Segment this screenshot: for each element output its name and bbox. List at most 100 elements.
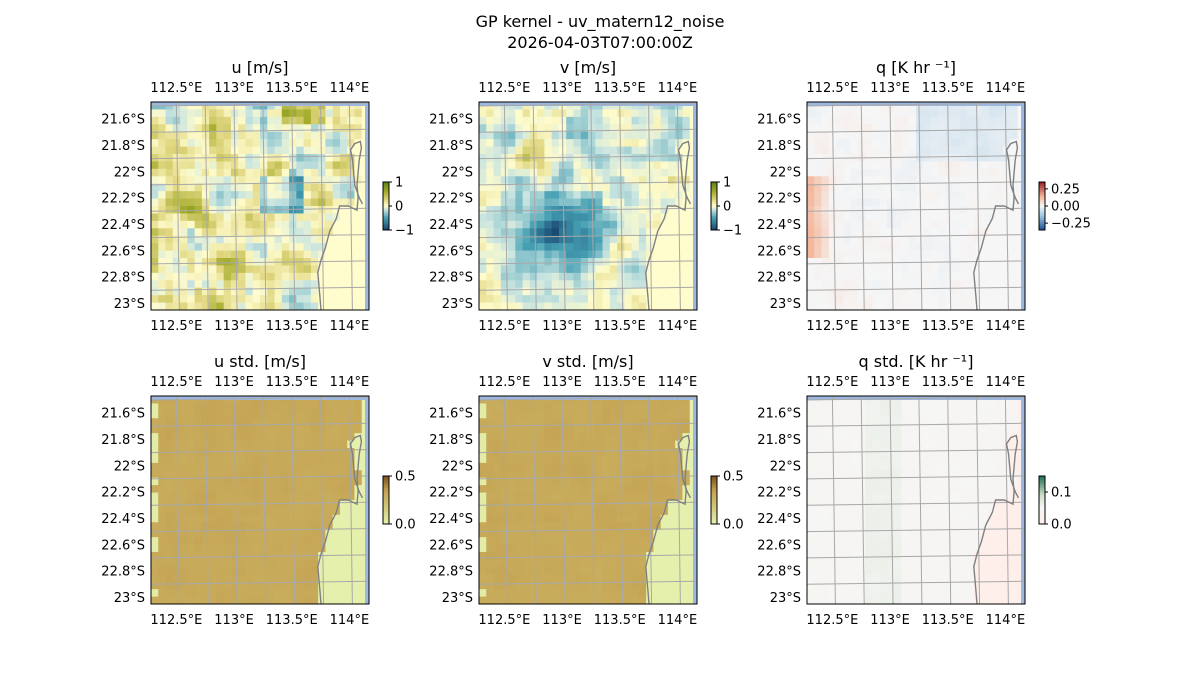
colorbar: 10−1 <box>382 176 414 239</box>
heatmap-cell <box>508 272 516 281</box>
heatmap-cell <box>908 258 917 266</box>
heatmap-cell <box>974 287 982 296</box>
heatmap-cell <box>588 403 596 412</box>
heatmap-cell <box>158 213 166 222</box>
heatmap-cell <box>158 477 166 486</box>
heatmap-cell <box>609 176 618 185</box>
heatmap-cell <box>537 124 545 133</box>
heatmap-cell <box>981 161 990 170</box>
heatmap-cell <box>588 228 596 237</box>
heatmap-cell <box>194 418 203 427</box>
heatmap-cell <box>318 272 326 281</box>
heatmap-cell <box>573 537 582 545</box>
heatmap-cell <box>959 206 968 214</box>
heatmap-cell <box>209 109 217 118</box>
heatmap-cell <box>325 235 334 244</box>
heatmap-cell <box>486 124 494 133</box>
panel-title: u std. [m/s] <box>214 352 306 371</box>
heatmap-cell <box>347 295 355 303</box>
heatmap-cell <box>952 448 960 456</box>
heatmap-cell <box>821 403 830 412</box>
heatmap-cell <box>836 235 844 244</box>
heatmap-cell <box>682 425 691 434</box>
heatmap-cell <box>486 198 494 207</box>
heatmap-cell <box>653 507 662 516</box>
heatmap-cell <box>836 220 844 229</box>
heatmap-cell <box>267 596 275 605</box>
heatmap-cell <box>479 109 487 118</box>
heatmap-cell <box>216 425 225 434</box>
heatmap-cell <box>158 295 166 303</box>
heatmap-cell <box>937 500 946 508</box>
heatmap-cell <box>289 243 297 251</box>
heatmap-cell <box>354 116 363 125</box>
heatmap-cell <box>544 574 553 583</box>
heatmap-cell <box>238 198 246 207</box>
colorbar-segment <box>711 190 717 193</box>
heatmap-cell <box>573 116 582 125</box>
colorbar-segment <box>1039 210 1045 213</box>
heatmap-cell <box>216 485 225 493</box>
heatmap-cell <box>894 448 902 456</box>
heatmap-cell <box>667 433 676 441</box>
heatmap-cell <box>894 213 902 222</box>
heatmap-cell <box>180 485 188 493</box>
heatmap-cell <box>945 250 953 259</box>
heatmap-cell <box>551 302 560 311</box>
colorbar-segment <box>383 476 389 479</box>
heatmap-cell <box>303 440 312 449</box>
x-tick-label-top: 112.5°E <box>478 81 530 96</box>
heatmap-cell <box>959 280 968 289</box>
heatmap-cell <box>580 176 589 185</box>
heatmap-cell <box>296 440 304 449</box>
heatmap-cell <box>894 410 902 419</box>
heatmap-cell <box>995 425 1004 434</box>
heatmap-cell <box>289 433 297 441</box>
heatmap-cell <box>821 492 830 501</box>
gridline <box>150 554 370 559</box>
heatmap-cell <box>486 574 494 583</box>
heatmap-cell <box>566 596 574 605</box>
heatmap-cell <box>807 500 815 508</box>
heatmap-cell <box>267 433 275 441</box>
gridline <box>150 501 370 506</box>
heatmap-cell <box>807 477 815 486</box>
heatmap-cell <box>296 154 304 162</box>
heatmap-cell <box>638 566 647 575</box>
heatmap-cell <box>624 116 632 125</box>
heatmap-cell <box>537 295 545 303</box>
heatmap-cell <box>238 566 246 575</box>
heatmap-cell <box>566 250 574 259</box>
heatmap-cell <box>500 485 509 493</box>
heatmap-cell <box>515 462 523 471</box>
heatmap-cell <box>879 470 888 479</box>
heatmap-cell <box>573 529 582 538</box>
heatmap-cell <box>544 124 553 133</box>
heatmap-cell <box>930 485 939 493</box>
heatmap-cell <box>865 477 873 486</box>
heatmap-cell <box>493 213 502 222</box>
heatmap-cell <box>872 176 881 185</box>
heatmap-cell <box>828 161 837 170</box>
heatmap-cell <box>836 302 844 311</box>
heatmap-cell <box>908 161 917 170</box>
heatmap-cell <box>894 220 902 229</box>
heatmap-cell <box>172 485 181 493</box>
heatmap-cell <box>194 220 203 229</box>
heatmap-cell <box>289 220 297 229</box>
heatmap-cell <box>595 154 603 162</box>
heatmap-cell <box>952 183 960 192</box>
heatmap-cell <box>332 500 341 508</box>
heatmap-cell <box>165 206 174 214</box>
heatmap-cell <box>522 243 531 251</box>
heatmap-cell <box>303 492 312 501</box>
heatmap-cell <box>187 213 195 222</box>
heatmap-cell <box>209 116 217 125</box>
heatmap-cell <box>836 243 844 251</box>
heatmap-cell <box>923 418 931 427</box>
heatmap-cell <box>886 287 895 296</box>
heatmap-cell <box>223 425 232 434</box>
heatmap-cell <box>296 206 304 214</box>
heatmap-cell <box>901 161 910 170</box>
heatmap-cell <box>187 425 195 434</box>
